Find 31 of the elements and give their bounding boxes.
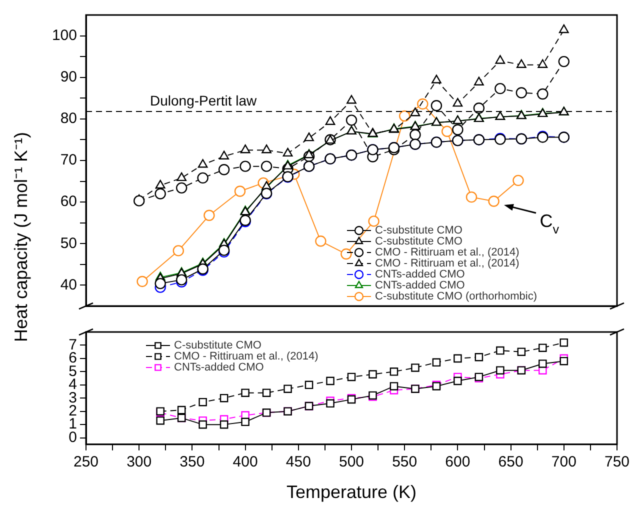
y-tick-label: 90: [60, 68, 77, 86]
y-tick-label: 70: [60, 152, 77, 169]
y-tick-label: 50: [60, 234, 77, 252]
x-tick-label: 450: [286, 454, 311, 471]
legend-label: C-substitute CMO: [174, 340, 262, 352]
x-tick-label: 350: [180, 454, 205, 471]
x-tick-label: 400: [232, 454, 258, 471]
legend-label: C-substitute CMO: [375, 224, 463, 237]
legend-label: CNTs-added CMO: [174, 362, 264, 374]
x-tick-label: 500: [338, 454, 364, 471]
legend-label: C-substitute CMO: [375, 236, 463, 248]
x-tick-label: 550: [392, 454, 418, 471]
x-tick-label: 650: [498, 454, 524, 471]
legend-label: CNTs-added CMO: [375, 268, 466, 281]
x-tick-label: 300: [126, 454, 152, 471]
x-tick-label: 700: [551, 454, 576, 471]
x-tick-label: 250: [73, 454, 99, 471]
legend-label: CNTs-added CMO: [375, 280, 466, 292]
x-tick-label: 750: [604, 454, 630, 471]
x-axis-title: Temperature (K): [286, 482, 417, 502]
ref-line-label: Dulong-Pertit law: [150, 92, 258, 108]
legend-label: CMO - Rittiruam et al., (2014): [375, 246, 520, 259]
y-tick-label: 60: [60, 193, 77, 210]
legend-label: CMO - Rittiruam et al., (2014): [375, 258, 520, 270]
y-tick-label: 40: [60, 276, 77, 294]
y-tick-label: 100: [52, 26, 77, 44]
y-tick-label: 80: [60, 110, 77, 128]
x-tick-label: 600: [445, 454, 470, 471]
legend-label: C-substitute CMO (orthorhombic): [375, 290, 537, 303]
legend-label: CMO - Rittiruam et al., (2014): [174, 350, 318, 363]
y-axis-title: Heat capacity (J mol⁻¹ K⁻¹): [10, 132, 32, 342]
